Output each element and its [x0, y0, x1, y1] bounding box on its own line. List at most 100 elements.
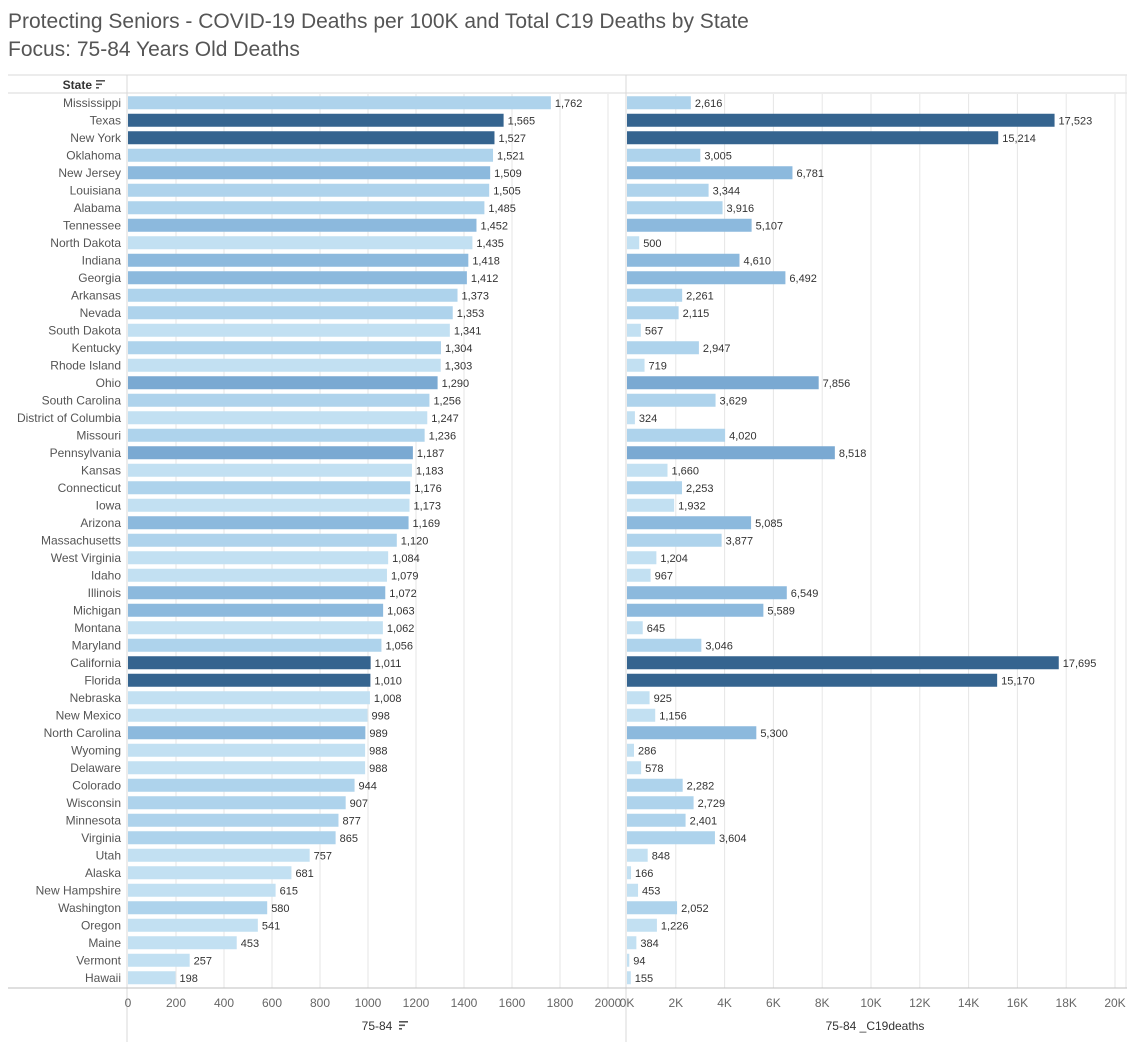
- state-row[interactable]: California 1,011 17,695: [70, 656, 1096, 670]
- rate-bar[interactable]: [128, 411, 428, 425]
- rate-bar[interactable]: [128, 551, 389, 565]
- rate-bar[interactable]: [128, 148, 494, 162]
- state-row[interactable]: Michigan 1,063 5,589: [73, 603, 795, 617]
- deaths-bar[interactable]: [627, 813, 686, 827]
- deaths-bar[interactable]: [627, 586, 787, 600]
- deaths-bar[interactable]: [627, 288, 683, 302]
- deaths-bar[interactable]: [627, 358, 645, 372]
- deaths-bar[interactable]: [627, 183, 709, 197]
- rate-bar[interactable]: [128, 568, 387, 582]
- rate-bar[interactable]: [128, 463, 412, 477]
- rate-bar[interactable]: [128, 236, 473, 250]
- rate-bar[interactable]: [128, 498, 410, 512]
- deaths-bar[interactable]: [627, 918, 657, 932]
- deaths-bar[interactable]: [627, 936, 637, 950]
- state-row[interactable]: Maine 453 384: [88, 936, 658, 950]
- deaths-bar[interactable]: [627, 166, 793, 180]
- rate-bar[interactable]: [128, 341, 441, 355]
- state-row[interactable]: South Carolina 1,256 3,629: [42, 393, 747, 407]
- deaths-bar[interactable]: [627, 848, 648, 862]
- rate-bar[interactable]: [128, 113, 504, 127]
- state-row[interactable]: Illinois 1,072 6,549: [88, 586, 819, 600]
- deaths-bar[interactable]: [627, 271, 786, 285]
- state-row[interactable]: Utah 757 848: [96, 848, 670, 862]
- state-row[interactable]: Louisiana 1,505 3,344: [70, 183, 740, 197]
- state-row[interactable]: North Carolina 989 5,300: [44, 726, 788, 740]
- deaths-bar[interactable]: [627, 113, 1055, 127]
- rate-bar[interactable]: [128, 796, 346, 810]
- rate-bar[interactable]: [128, 848, 310, 862]
- state-row[interactable]: Arkansas 1,373 2,261: [71, 288, 714, 302]
- deaths-bar[interactable]: [627, 708, 656, 722]
- state-row[interactable]: Minnesota 877 2,401: [66, 813, 717, 827]
- rate-bar[interactable]: [128, 533, 397, 547]
- deaths-bar[interactable]: [627, 761, 642, 775]
- state-row[interactable]: Arizona 1,169 5,085: [80, 516, 782, 530]
- rate-bar[interactable]: [128, 673, 371, 687]
- rate-bar[interactable]: [128, 166, 491, 180]
- state-row[interactable]: Mississippi 1,762 2,616: [63, 96, 722, 110]
- state-row[interactable]: Rhode Island 1,303 719: [50, 358, 667, 372]
- deaths-bar[interactable]: [627, 498, 675, 512]
- deaths-bar[interactable]: [627, 323, 641, 337]
- state-row[interactable]: Nevada 1,353 2,115: [80, 306, 710, 320]
- deaths-bar[interactable]: [627, 428, 726, 442]
- deaths-bar[interactable]: [627, 971, 631, 985]
- rate-bar[interactable]: [128, 691, 370, 705]
- rate-bar[interactable]: [128, 323, 450, 337]
- state-row[interactable]: Montana 1,062 645: [74, 621, 665, 635]
- deaths-bar[interactable]: [627, 883, 639, 897]
- rate-bar[interactable]: [128, 253, 469, 267]
- deaths-bar[interactable]: [627, 96, 691, 110]
- state-row[interactable]: Maryland 1,056 3,046: [72, 638, 733, 652]
- deaths-bar[interactable]: [627, 463, 668, 477]
- state-row[interactable]: Alabama 1,485 3,916: [74, 201, 754, 215]
- state-row[interactable]: Ohio 1,290 7,856: [96, 376, 851, 390]
- rate-bar[interactable]: [128, 813, 339, 827]
- deaths-bar[interactable]: [627, 376, 819, 390]
- rate-bar[interactable]: [128, 883, 276, 897]
- deaths-bar[interactable]: [627, 341, 699, 355]
- rate-bar[interactable]: [128, 288, 458, 302]
- rate-bar[interactable]: [128, 936, 237, 950]
- state-row[interactable]: Nebraska 1,008 925: [70, 691, 672, 705]
- rate-bar[interactable]: [128, 638, 382, 652]
- rate-bar[interactable]: [128, 428, 425, 442]
- rate-bar[interactable]: [128, 603, 384, 617]
- rate-bar[interactable]: [128, 131, 495, 145]
- deaths-bar[interactable]: [627, 533, 722, 547]
- deaths-bar[interactable]: [627, 253, 740, 267]
- state-row[interactable]: Missouri 1,236 4,020: [76, 428, 756, 442]
- deaths-bar[interactable]: [627, 796, 694, 810]
- deaths-bar[interactable]: [627, 831, 715, 845]
- state-row[interactable]: Idaho 1,079 967: [91, 568, 673, 582]
- deaths-bar[interactable]: [627, 901, 678, 915]
- state-row[interactable]: Washington 580 2,052: [58, 901, 709, 915]
- deaths-bar[interactable]: [627, 411, 635, 425]
- deaths-bar[interactable]: [627, 691, 650, 705]
- rate-bar[interactable]: [128, 376, 438, 390]
- deaths-bar[interactable]: [627, 673, 998, 687]
- state-row[interactable]: Tennessee 1,452 5,107: [63, 218, 783, 232]
- rate-bar[interactable]: [128, 708, 368, 722]
- state-row[interactable]: Alaska 681 166: [85, 866, 653, 880]
- rate-bar[interactable]: [128, 218, 477, 232]
- axis-sort-icon[interactable]: [399, 1021, 408, 1030]
- deaths-bar[interactable]: [627, 481, 682, 495]
- rate-bar[interactable]: [128, 271, 467, 285]
- rate-bar[interactable]: [128, 183, 490, 197]
- deaths-bar[interactable]: [627, 621, 643, 635]
- rate-bar[interactable]: [128, 481, 411, 495]
- deaths-bar[interactable]: [627, 516, 752, 530]
- rate-bar[interactable]: [128, 96, 551, 110]
- state-row[interactable]: New Hampshire 615 453: [36, 883, 661, 897]
- state-row[interactable]: Massachusetts 1,120 3,877: [41, 533, 753, 547]
- state-row[interactable]: Vermont 257 94: [76, 953, 645, 967]
- rate-bar[interactable]: [128, 901, 268, 915]
- rate-bar[interactable]: [128, 778, 355, 792]
- state-row[interactable]: West Virginia 1,084 1,204: [51, 551, 688, 565]
- deaths-bar[interactable]: [627, 236, 640, 250]
- rate-bar[interactable]: [128, 726, 366, 740]
- rate-bar[interactable]: [128, 761, 366, 775]
- state-row[interactable]: Oklahoma 1,521 3,005: [66, 148, 732, 162]
